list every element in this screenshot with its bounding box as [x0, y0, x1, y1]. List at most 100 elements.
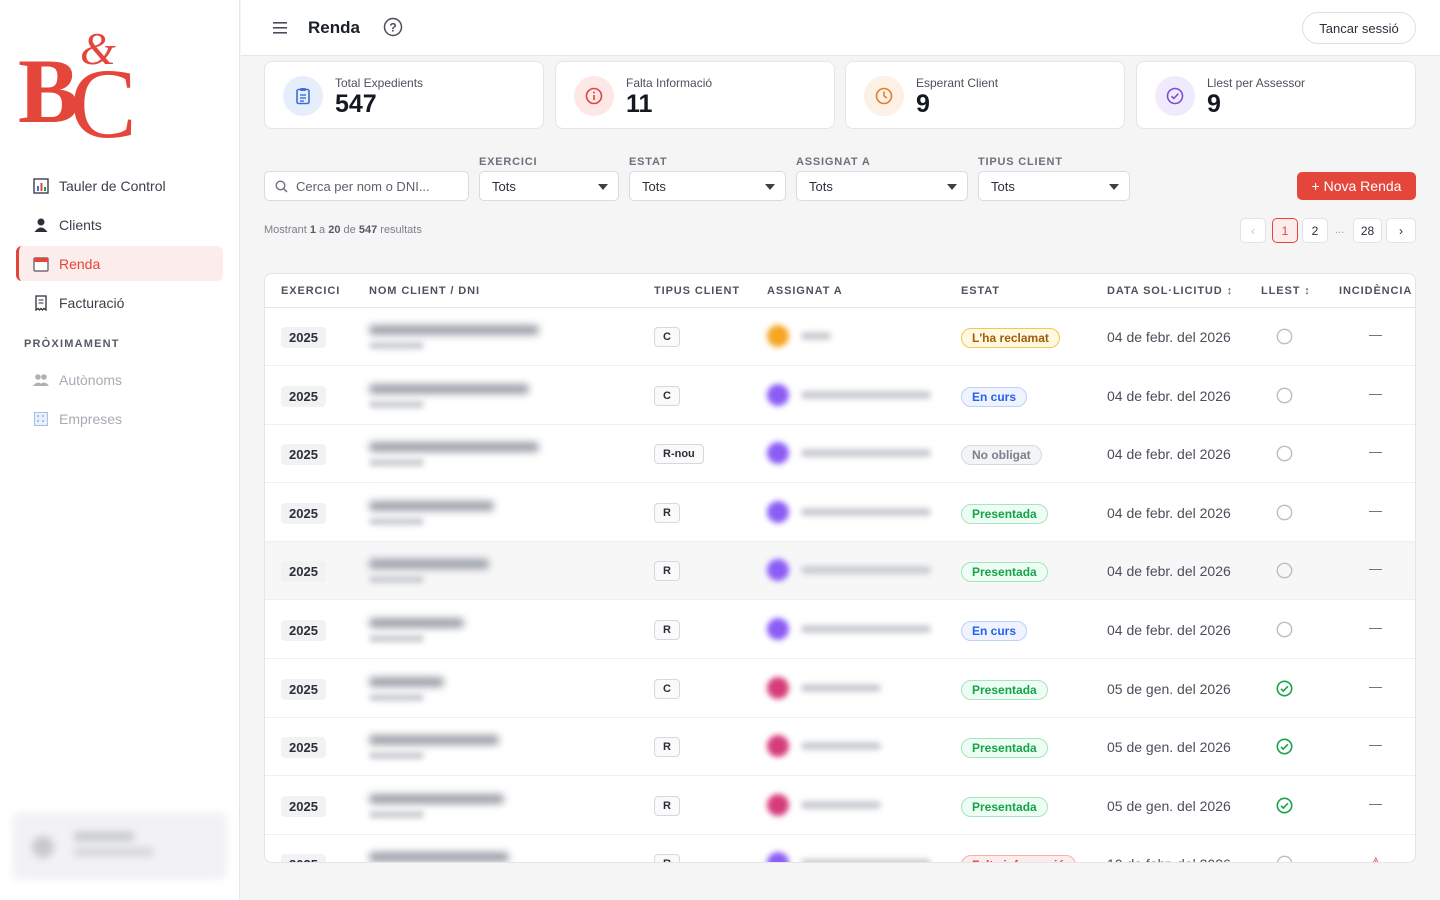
assignee-avatar [767, 735, 789, 758]
svg-text:&: & [80, 23, 116, 74]
sidebar-item-dashboard[interactable]: Tauler de Control [16, 168, 223, 203]
filter-label-tipus: TIPUS CLIENT [978, 156, 1063, 168]
ready-check-icon[interactable] [1276, 738, 1293, 755]
pagination-prev[interactable]: ‹ [1240, 218, 1266, 243]
ready-check-icon[interactable] [1276, 680, 1293, 697]
sidebar-item-facturacio[interactable]: Facturació [16, 285, 223, 320]
filter-label-estat: ESTAT [629, 156, 668, 168]
select-value: Tots [809, 178, 833, 194]
check-circle-icon [1155, 76, 1195, 116]
incident-cell: — [1369, 620, 1382, 635]
col-llest[interactable]: LLEST ↕ [1261, 285, 1311, 297]
incident-cell: — [1369, 795, 1382, 811]
table-row[interactable]: 2025 R Presentada 04 de febr. del 2026 — [265, 484, 1415, 542]
menu-icon[interactable] [272, 18, 290, 38]
incident-cell: — [1369, 502, 1382, 518]
pagination-last[interactable]: 28 [1353, 218, 1382, 243]
table-row[interactable]: 2025 C En curs 04 de febr. del 2026 — [265, 367, 1415, 425]
table-row[interactable]: 2025 R Falta informació 10 de febr. del 202… [265, 835, 1415, 863]
filter-assignat-select[interactable]: Tots [796, 171, 968, 201]
exercici-cell: 2025 [281, 737, 326, 759]
filter-estat-select[interactable]: Tots [629, 171, 786, 201]
stat-card-ready-advisor: Llest per Assessor 9 [1136, 61, 1416, 129]
status-badge: Presentada [961, 679, 1048, 700]
table-row[interactable]: 2025 R-nou No obligat 04 de febr. del 2026 — [265, 425, 1415, 484]
table-row[interactable]: 2025 R Presentada 05 de gen. del 2026 — [265, 777, 1415, 835]
request-date: 05 de gen. del 2026 [1107, 797, 1231, 814]
client-dni-redacted [369, 635, 424, 642]
exercici-cell: 2025 [281, 502, 326, 524]
not-ready-circle-icon[interactable] [1276, 445, 1293, 462]
not-ready-circle-icon[interactable] [1276, 387, 1293, 404]
warning-icon[interactable]: ⚠ [1369, 854, 1382, 862]
section-upcoming: PRÒXIMAMENT [24, 338, 120, 350]
assignee-name-redacted [801, 800, 881, 809]
client-name-redacted [369, 383, 529, 394]
assignee-avatar [767, 500, 789, 523]
help-icon[interactable]: ? [383, 17, 403, 37]
client-type-badge: R [654, 561, 680, 582]
request-date: 04 de febr. del 2026 [1107, 622, 1231, 638]
col-assignat[interactable]: ASSIGNAT A [767, 285, 843, 297]
request-date: 04 de febr. del 2026 [1107, 329, 1231, 345]
search-input[interactable]: Cerca per nom o DNI... [264, 171, 469, 201]
status-badge: Presentada [961, 796, 1048, 817]
not-ready-circle-icon[interactable] [1276, 328, 1293, 345]
select-value: Tots [642, 178, 666, 194]
table-row[interactable]: 2025 C Presentada 05 de gen. del 2026 — [265, 660, 1415, 718]
not-ready-circle-icon[interactable] [1276, 562, 1293, 579]
assignee-avatar [767, 325, 789, 347]
client-type-badge: C [654, 678, 680, 699]
incident-cell: — [1369, 385, 1382, 401]
receipt-icon [32, 294, 49, 311]
stat-card-total: Total Expedients 547 [264, 61, 544, 129]
sidebar-item-renda[interactable]: Renda [16, 246, 223, 281]
client-name-redacted [369, 500, 494, 511]
client-type-badge: R [654, 854, 680, 862]
not-ready-circle-icon[interactable] [1276, 621, 1293, 638]
table-row[interactable]: 2025 R Presentada 05 de gen. del 2026 — [265, 718, 1415, 777]
table-row[interactable]: 2025 R En curs 04 de febr. del 2026 — [265, 601, 1415, 659]
search-placeholder: Cerca per nom o DNI... [296, 178, 430, 194]
col-exercici[interactable]: EXERCICI [281, 285, 341, 297]
col-estat[interactable]: ESTAT [961, 285, 1000, 297]
stat-label: Esperant Client [916, 76, 999, 90]
table-row[interactable]: 2025 C L'ha reclamat 04 de febr. del 2026 — [265, 308, 1415, 366]
status-badge: Falta informació [961, 855, 1076, 862]
info-icon [574, 76, 614, 116]
exercici-cell: 2025 [281, 561, 326, 583]
client-name-redacted [369, 676, 444, 687]
exercici-cell: 2025 [281, 327, 326, 348]
exercici-cell: 2025 [281, 678, 326, 700]
ready-check-icon[interactable] [1276, 797, 1293, 814]
logout-button[interactable]: Tancar sessió [1302, 12, 1416, 44]
filter-exercici-select[interactable]: Tots [479, 171, 619, 201]
col-incidencia[interactable]: INCIDÈNCIA [1339, 285, 1413, 297]
not-ready-circle-icon[interactable] [1276, 504, 1293, 521]
pagination-page[interactable]: 1 [1272, 218, 1298, 243]
stat-label: Falta Informació [626, 76, 713, 90]
assignee-avatar [767, 676, 789, 699]
stat-card-waiting-client: Esperant Client 9 [845, 61, 1125, 129]
pagination-page[interactable]: 2 [1302, 218, 1328, 243]
sidebar-item-autonoms: Autònoms [16, 362, 223, 397]
client-name-redacted [369, 618, 464, 628]
page-title: Renda [308, 18, 360, 37]
table-row[interactable]: 2025 R Presentada 04 de febr. del 2026 — [265, 542, 1415, 601]
pagination-next[interactable]: › [1386, 218, 1416, 243]
new-renda-button[interactable]: + Nova Renda [1297, 172, 1416, 200]
assignee-avatar [767, 383, 789, 406]
company-logo[interactable]: B C & [18, 22, 158, 147]
exercici-cell: 2025 [281, 444, 326, 466]
filter-tipus-select[interactable]: Tots [978, 171, 1130, 201]
col-data[interactable]: DATA SOL·LICITUD ↕ [1107, 285, 1233, 297]
sidebar: B C & Tauler de Control Clients Renda [0, 0, 240, 900]
col-tipus[interactable]: TIPUS CLIENT [654, 285, 740, 297]
exercici-cell: 2025 [281, 854, 326, 862]
col-client[interactable]: NOM CLIENT / DNI [369, 285, 480, 297]
assignee-avatar [767, 559, 789, 582]
user-profile-card[interactable] [12, 812, 227, 880]
sidebar-item-clients[interactable]: Clients [16, 207, 223, 242]
client-type-badge: C [654, 327, 680, 347]
not-ready-circle-icon[interactable] [1276, 855, 1293, 863]
